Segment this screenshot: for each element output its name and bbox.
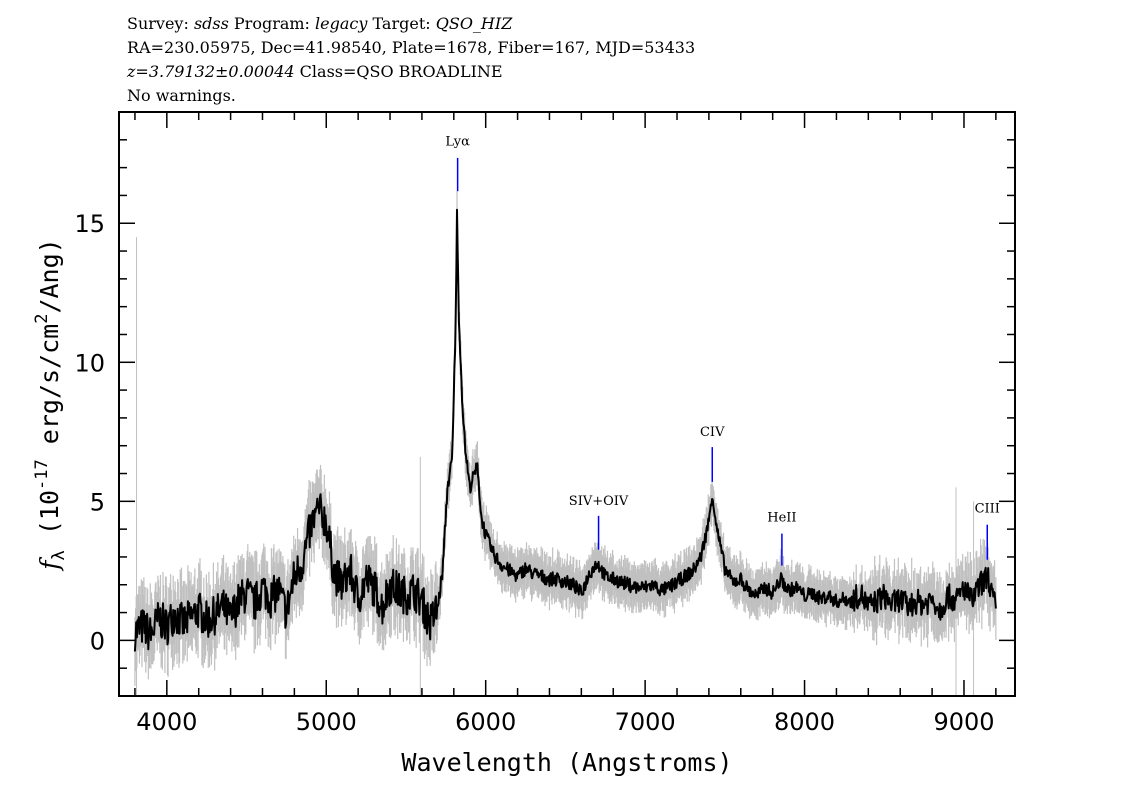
program-value: legacy [315,14,368,33]
header-line-warnings: No warnings. [127,86,236,105]
y-tick-label: 5 [90,488,105,516]
y-tick-label: 15 [74,210,105,238]
emission-line-label: CIII [975,502,1000,517]
survey-label: Survey: [127,14,194,33]
x-tick-label: 8000 [774,708,835,736]
emission-line-annotations: Lyα SIV+OIV CIV HeII CIII [445,134,1000,566]
x-tick-label: 9000 [933,708,994,736]
redshift-value: z=3.79132±0.00044 [127,62,295,81]
x-tick-label: 5000 [296,708,357,736]
emission-line-label: SIV+OIV [569,494,629,509]
ylabel-text: (10 [35,490,64,550]
axis-ticks: 4000 5000 6000 7000 8000 9000 0 5 10 15 [74,111,1015,736]
emission-line-label: Lyα [445,134,470,149]
target-value: QSO_HIZ [435,14,513,33]
header-line-redshift: z=3.79132±0.00044 Class=QSO BROADLINE [127,62,503,82]
ylabel-text2: erg/s/cm [35,324,64,459]
plot-frame [118,111,1016,697]
target-label: Target: [367,14,436,33]
ylabel-sub: λ [49,550,69,560]
survey-value: sdss [193,14,229,33]
class-value: Class=QSO BROADLINE [294,62,503,81]
x-tick-label: 6000 [455,708,516,736]
flux-line-group [133,208,997,652]
y-axis-title: fλ (10-17 erg/s/cm2/Ang) [32,238,69,571]
flux-line [133,208,997,652]
x-tick-label: 7000 [615,708,676,736]
emission-line-label: HeII [767,511,796,526]
x-axis-title: Wavelength (Angstroms) [401,748,732,777]
y-tick-label: 0 [90,627,105,655]
error-band-group [134,191,997,696]
ylabel-exp2: 2 [32,314,52,324]
header-line-coords: RA=230.05975, Dec=41.98540, Plate=1678, … [127,38,696,57]
program-label: Program: [228,14,316,33]
ylabel-f: f [35,557,64,572]
emission-line-label: CIV [700,425,725,440]
ylabel-exp: -17 [32,459,52,490]
x-tick-label: 4000 [136,708,197,736]
y-tick-label: 10 [74,349,105,377]
ylabel-text3: /Ang) [35,238,64,313]
header-line-survey: Survey: sdss Program: legacy Target: QSO… [127,14,512,34]
